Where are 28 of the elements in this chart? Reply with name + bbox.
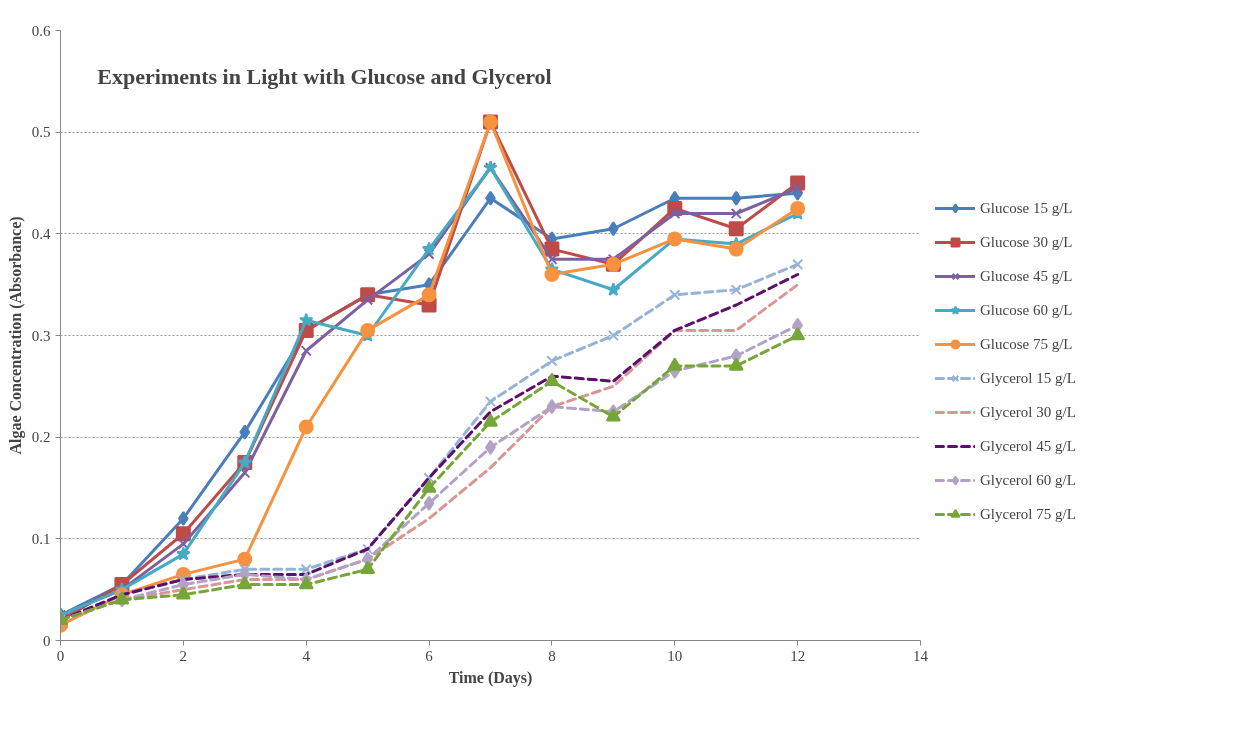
legend-label: Glycerol 75 g/L <box>980 505 1076 523</box>
y-tick-label: 0.4 <box>31 225 51 242</box>
y-axis-title: Algae Concentration (Absorbance) <box>6 216 25 455</box>
x-tick-label: 8 <box>548 647 556 664</box>
y-tick-label: 0.2 <box>31 429 51 446</box>
x-tick-label: 2 <box>179 647 188 664</box>
legend-label: Glucose 15 g/L <box>980 199 1073 217</box>
legend-label: Glucose 60 g/L <box>980 301 1073 319</box>
legend-label: Glucose 30 g/L <box>980 233 1073 251</box>
x-axis-title: Time (Days) <box>448 668 533 687</box>
legend-label: Glycerol 15 g/L <box>980 369 1076 387</box>
y-tick-label: 0.5 <box>31 124 51 141</box>
legend-label: Glycerol 30 g/L <box>980 403 1076 421</box>
x-tick-label: 0 <box>56 647 65 664</box>
legend-label: Glucose 75 g/L <box>980 335 1073 353</box>
y-tick-label: 0 <box>43 632 51 649</box>
y-tick-label: 0.6 <box>31 22 51 39</box>
x-tick-label: 14 <box>913 647 929 664</box>
legend-label: Glucose 45 g/L <box>980 267 1073 285</box>
x-tick-label: 4 <box>302 647 311 664</box>
x-tick-label: 12 <box>790 647 806 664</box>
legend-label: Glycerol 45 g/L <box>980 437 1076 455</box>
legend-label: Glycerol 60 g/L <box>980 471 1076 489</box>
x-tick-label: 10 <box>667 647 683 664</box>
y-tick-label: 0.3 <box>31 327 51 344</box>
x-tick-label: 6 <box>425 647 434 664</box>
text: Experiments in Light with Glucose and Glycerol <box>97 63 552 89</box>
y-tick-label: 0.1 <box>31 530 51 547</box>
